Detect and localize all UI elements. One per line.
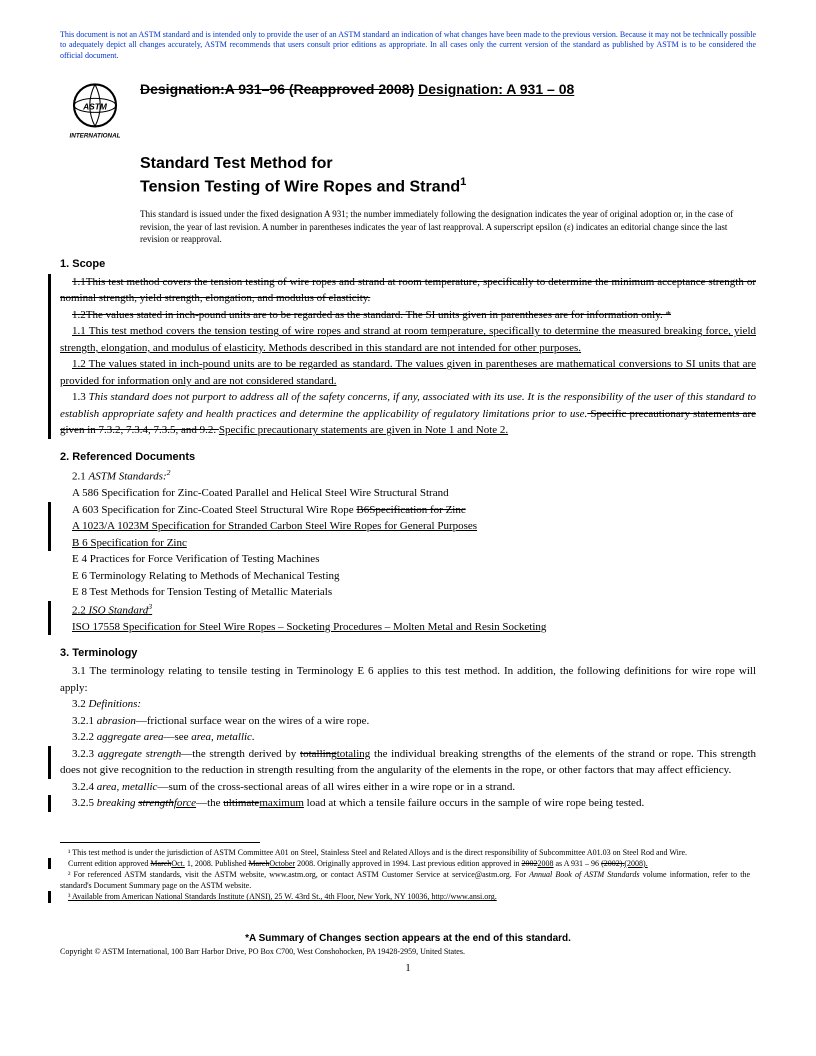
title-block: Standard Test Method for Tension Testing… [140, 154, 756, 198]
old-designation-label: Designation: [140, 81, 225, 97]
scope-1-2-old: 1.2The values stated in inch-pound units… [60, 307, 756, 324]
header-row: ASTM INTERNATIONAL Designation:A 931–96 … [60, 76, 756, 146]
issue-note: This standard is issued under the fixed … [140, 208, 756, 246]
term-3-2: 3.2 Definitions: [60, 696, 756, 713]
refs-head: 2. Referenced Documents [60, 451, 756, 463]
footnote-3: ³ Available from American National Stand… [60, 891, 750, 902]
svg-text:INTERNATIONAL: INTERNATIONAL [70, 133, 121, 140]
term-3-2-3: 3.2.3 aggregate strength—the strength de… [60, 746, 756, 779]
refs-2-1: 2.1 ASTM Standards:2 [60, 467, 756, 485]
disclaimer-text: This document is not an ASTM standard an… [60, 30, 756, 61]
term-head: 3. Terminology [60, 647, 756, 659]
scope-1-1-old: 1.1This test method covers the tension t… [60, 274, 756, 307]
astm-logo: ASTM INTERNATIONAL [60, 76, 130, 146]
refs-2-2: 2.2 ISO Standard3 [72, 601, 756, 619]
scope-1-3: 1.3 This standard does not purport to ad… [60, 389, 756, 439]
ref-a1023: A 1023/A 1023M Specification for Strande… [72, 518, 756, 535]
term-3-2-4: 3.2.4 area, metallic—sum of the cross-se… [60, 779, 756, 796]
page-number: 1 [60, 962, 756, 974]
footnote-2: ² For referenced ASTM standards, visit t… [60, 869, 750, 891]
ref-e4: E 4 Practices for Force Verification of … [72, 551, 756, 568]
footnote-1a: ¹ This test method is under the jurisdic… [60, 847, 750, 858]
footnote-1b: Current edition approved MarchOct. 1, 20… [60, 858, 750, 869]
designation-block: Designation:A 931–96 (Reapproved 2008) D… [140, 76, 574, 99]
new-designation: Designation: A 931 – 08 [418, 81, 574, 97]
old-designation-code: A 931–96 (Reapproved 2008) [225, 81, 414, 97]
ref-iso: ISO 17558 Specification for Steel Wire R… [72, 619, 756, 636]
ref-a586: A 586 Specification for Zinc-Coated Para… [72, 485, 756, 502]
term-3-2-1: 3.2.1 abrasion—frictional surface wear o… [60, 713, 756, 730]
copyright-line: Copyright © ASTM International, 100 Barr… [60, 947, 756, 956]
ref-e6: E 6 Terminology Relating to Methods of M… [72, 568, 756, 585]
term-3-1: 3.1 The terminology relating to tensile … [60, 663, 756, 696]
scope-head: 1. Scope [60, 258, 756, 270]
ref-e8: E 8 Test Methods for Tension Testing of … [72, 584, 756, 601]
summary-line: *A Summary of Changes section appears at… [60, 933, 756, 944]
title-line1: Standard Test Method for [140, 154, 756, 175]
title-line2: Tension Testing of Wire Ropes and Strand… [140, 175, 756, 198]
term-3-2-5: 3.2.5 breaking strengthforce—the ultimat… [60, 795, 756, 812]
scope-1-2-new: 1.2 The values stated in inch-pound unit… [60, 356, 756, 389]
ref-b6: B 6 Specification for Zinc [72, 535, 756, 552]
term-3-2-2: 3.2.2 aggregate area—see area, metallic. [60, 729, 756, 746]
ref-a603: A 603 Specification for Zinc-Coated Stee… [72, 502, 756, 519]
svg-text:ASTM: ASTM [82, 102, 108, 112]
scope-1-1-new: 1.1 This test method covers the tension … [60, 323, 756, 356]
